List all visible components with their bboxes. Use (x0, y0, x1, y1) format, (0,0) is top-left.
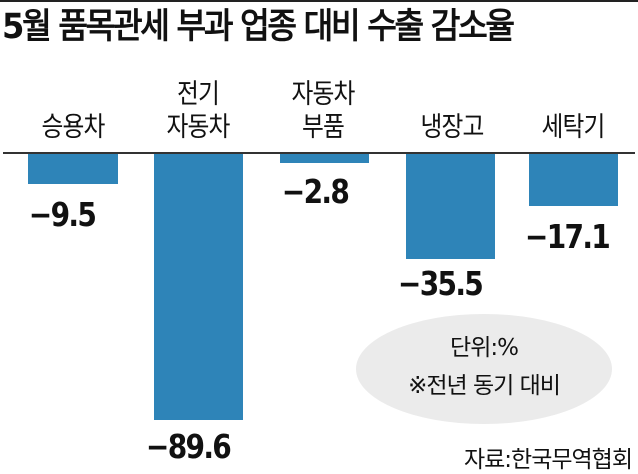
value-label-1: −9.5 (28, 195, 97, 234)
value-label-4: −35.5 (397, 264, 484, 303)
category-label-4: 냉장고 (420, 112, 485, 143)
bar-passenger-car (28, 154, 118, 184)
category-label-5: 세탁기 (541, 112, 606, 143)
bar-refrigerator (406, 154, 495, 259)
chart-title: 5월 품목관세 부과 업종 대비 수출 감소율 (2, 7, 515, 47)
top-border (0, 0, 638, 2)
category-label-2-line1: 전기 (177, 79, 220, 110)
value-label-3: −2.8 (281, 172, 350, 211)
value-label-2: −89.6 (145, 427, 232, 466)
unit-note: 단위:% (450, 335, 519, 361)
bar-washing-machine (529, 154, 618, 206)
category-label-2-line2: 자동차 (166, 112, 231, 143)
category-label-1: 승용차 (41, 112, 106, 143)
source-note: 자료:한국무역협회 (463, 447, 633, 473)
bar-electric-vehicle (154, 154, 243, 420)
value-label-5: −17.1 (524, 217, 611, 256)
category-label-3-line1: 자동차 (291, 79, 356, 110)
bar-auto-parts (280, 154, 369, 163)
note-ellipse (356, 314, 612, 424)
category-label-3-line2: 부품 (302, 112, 345, 143)
comparison-note: ※전년 동기 대비 (408, 373, 561, 399)
zero-axis-line (3, 152, 635, 154)
